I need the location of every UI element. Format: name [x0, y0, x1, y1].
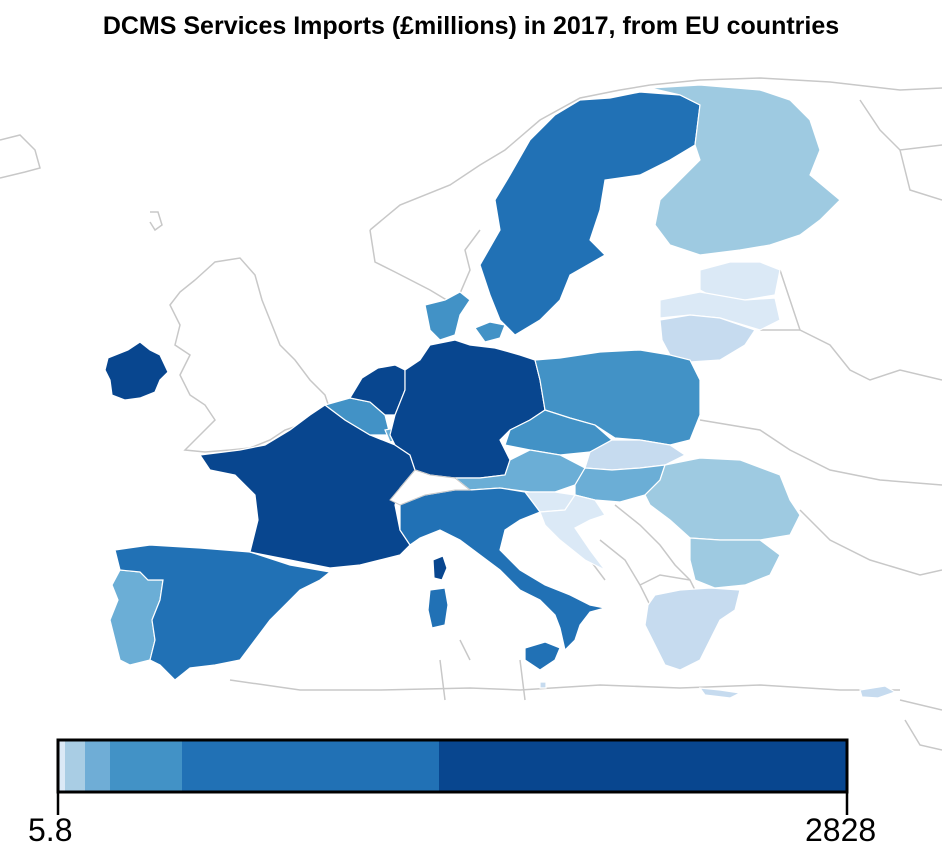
country-lithuania [659, 314, 756, 363]
country-croatia [539, 494, 606, 571]
map-title: DCMS Services Imports (£millions) in 201… [102, 12, 840, 40]
country-italy-sicily [524, 641, 561, 671]
legend-min-label: 5.8 [28, 812, 73, 848]
legend-frame [56, 738, 849, 794]
country-france [198, 404, 416, 569]
country-greece-crete [698, 687, 742, 699]
country-malta [539, 681, 547, 689]
legend-bin [439, 740, 847, 792]
country-denmark [424, 291, 471, 341]
country-switzerland [389, 469, 472, 506]
choropleth-map [0, 77, 942, 815]
legend-max-label: 2828 [805, 812, 877, 848]
legend-bin [182, 740, 439, 792]
country-latvia [659, 291, 781, 331]
country-spain [114, 544, 332, 681]
non-eu-outlines [0, 77, 942, 751]
country-finland [649, 84, 841, 256]
legend-bin [110, 740, 182, 792]
legend-bin [65, 740, 85, 792]
country-cyprus [859, 685, 897, 699]
country-ireland [104, 341, 169, 401]
legend-bin [58, 740, 65, 792]
country-italy [399, 487, 606, 652]
country-romania [644, 457, 801, 541]
country-bulgaria [689, 537, 781, 589]
country-italy-sardinia [427, 587, 449, 629]
country-sweden [479, 91, 701, 336]
legend-color-bar [56, 738, 849, 815]
country-denmark-island [474, 321, 506, 343]
country-greece [644, 587, 741, 671]
country-germany [389, 339, 546, 479]
eu-countries [104, 84, 897, 699]
legend-bin [85, 740, 110, 792]
country-france-corsica [432, 555, 448, 581]
